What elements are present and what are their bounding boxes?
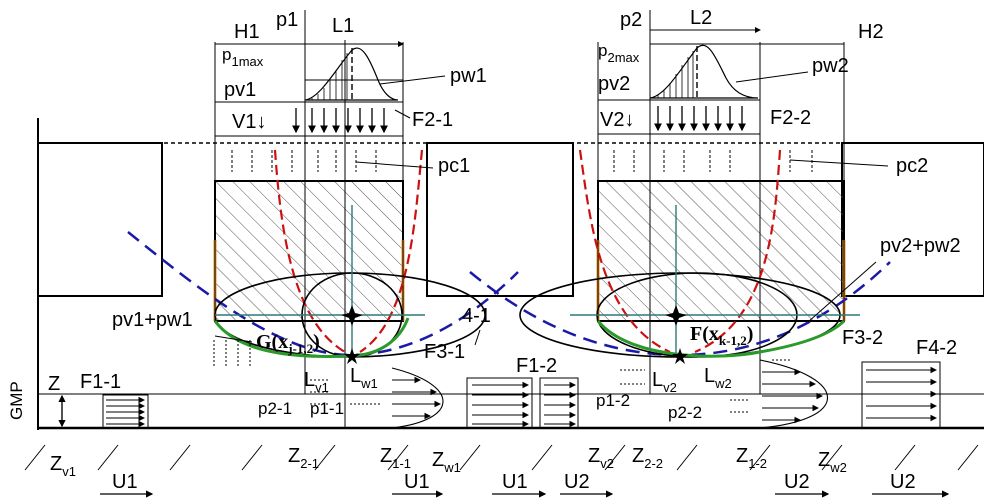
label-F: F(xk-1,2) [690, 323, 753, 348]
label-L1: L1 [332, 15, 354, 37]
label-G: G(xj-1,2) [256, 331, 320, 356]
label-H2: H2 [858, 21, 884, 43]
pressure-distribution-2 [649, 44, 759, 99]
flow-parabola-2 [759, 359, 828, 429]
label-F2-2: F2-2 [770, 107, 811, 129]
label-U1-a: U1 [112, 471, 138, 493]
pc-arrows-1 [231, 150, 377, 172]
label-Lv1: Lv1 [304, 369, 329, 395]
label-GMP: GMP [7, 381, 26, 420]
label-4-1: 4-1 [462, 305, 491, 327]
label-Z1-2: Z1-2 [736, 445, 767, 471]
label-p2: p2 [620, 9, 642, 31]
label-Zw2: Zw2 [818, 449, 847, 475]
label-F1-2: F1-2 [516, 355, 557, 377]
flow-box-F4-2 [861, 361, 941, 429]
label-Z1-1: Z1-1 [380, 445, 411, 471]
label-pw1: pw1 [450, 65, 487, 87]
foundation-block-1 [213, 180, 405, 322]
label-F3-2: F3-2 [842, 327, 883, 349]
label-p1-2: p1-2 [596, 391, 630, 410]
flow-box-F1-1 [102, 394, 149, 429]
label-Z2-1: Z2-1 [288, 445, 319, 471]
label-p2-1: p2-1 [258, 399, 292, 418]
label-Lw1: Lw1 [350, 365, 378, 391]
label-p2max: p2max [598, 41, 640, 65]
leader-lines [214, 71, 889, 346]
label-pc2: pc2 [896, 155, 928, 177]
foundation-block-2 [596, 180, 846, 322]
label-p1: p1 [276, 9, 298, 31]
label-p1-1: p1-1 [310, 399, 344, 418]
label-Z2-2: Z2-2 [632, 445, 663, 471]
load-arrows-2 [654, 106, 746, 132]
label-U2-a: U2 [564, 471, 590, 493]
label-U2-c: U2 [890, 471, 916, 493]
label-pc1: pc1 [438, 155, 470, 177]
text-labels: H1 p1 L1 p1max pw1 pv1 V1↓ F2-1 pc1 p2 L… [7, 7, 961, 493]
flow-box-center [466, 377, 579, 429]
label-F1-1: F1-1 [80, 371, 121, 393]
label-p2-2: p2-2 [668, 403, 702, 422]
label-pv1pw1: pv1+pw1 [112, 309, 193, 331]
label-Zv2: Zv2 [588, 445, 614, 471]
label-Zv1: Zv1 [50, 453, 76, 479]
label-L2: L2 [690, 7, 712, 29]
load-arrows-1 [292, 108, 388, 134]
label-Lv2: Lv2 [652, 369, 677, 395]
axis-lines [215, 205, 860, 356]
pc-arrows-2 [613, 150, 813, 172]
center-markers [341, 305, 688, 364]
green-curves [213, 317, 846, 358]
red-curves [273, 149, 782, 354]
label-pw2: pw2 [812, 55, 849, 77]
label-pv2pw2: pv2+pw2 [880, 235, 961, 257]
label-U1-b: U1 [404, 471, 430, 493]
label-U1-c: U1 [502, 471, 528, 493]
label-pv2: pv2 [598, 73, 630, 95]
label-F3-1: F3-1 [424, 341, 465, 363]
label-V2: V2↓ [600, 109, 634, 131]
pressure-distribution-1 [304, 47, 399, 101]
label-Lw2: Lw2 [704, 365, 732, 391]
label-H1: H1 [234, 21, 260, 43]
label-Z: Z [48, 373, 60, 395]
label-Zw1: Zw1 [432, 449, 461, 475]
dimension-lines [214, 10, 845, 428]
flow-parabola-1 [391, 367, 444, 429]
label-F4-2: F4-2 [916, 337, 957, 359]
label-F2-1: F2-1 [412, 109, 453, 131]
label-p1max: p1max [222, 45, 264, 69]
label-pv1: pv1 [224, 79, 256, 101]
label-U2-b: U2 [784, 471, 810, 493]
label-V1: V1↓ [232, 111, 266, 133]
dashed-small-arrows [213, 340, 790, 413]
ground-hatching [24, 444, 979, 471]
